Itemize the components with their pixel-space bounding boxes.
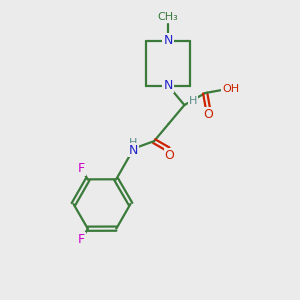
Text: O: O <box>203 108 213 121</box>
Text: N: N <box>163 34 173 47</box>
Text: O: O <box>165 149 175 162</box>
Text: H: H <box>129 137 137 148</box>
Text: H: H <box>189 96 198 106</box>
Text: N: N <box>128 143 138 157</box>
Text: N: N <box>163 79 173 92</box>
Text: F: F <box>78 162 85 175</box>
Text: CH₃: CH₃ <box>158 12 178 22</box>
Text: F: F <box>78 233 85 246</box>
Text: OH: OH <box>222 83 239 94</box>
